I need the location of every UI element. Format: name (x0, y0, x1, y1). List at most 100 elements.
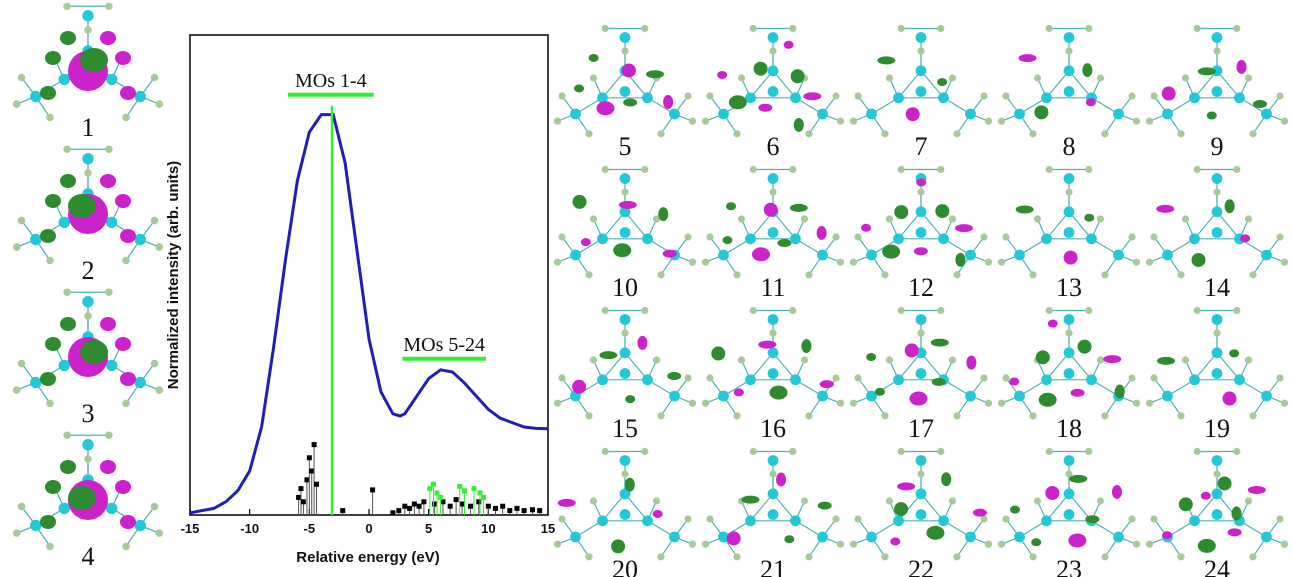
molecule (702, 25, 844, 138)
stem-marker (477, 491, 482, 496)
stem-marker (440, 499, 445, 504)
molecule (1146, 448, 1288, 561)
lobe (1010, 506, 1020, 514)
lobe (1179, 497, 1193, 511)
orbital-panel (850, 307, 992, 420)
orbital-label: 15 (612, 414, 638, 443)
stem-marker (438, 495, 443, 500)
lobe (60, 174, 76, 188)
orbital-lobes (573, 195, 677, 258)
lobe (60, 317, 76, 331)
lobe (572, 380, 586, 394)
lobe (1198, 67, 1216, 75)
lobe (1082, 63, 1092, 77)
orbital-panel (850, 25, 992, 138)
orbital-label: 1 (82, 113, 95, 142)
lobe (1112, 485, 1122, 499)
orbital-label: 12 (908, 273, 934, 302)
orbital-label: 20 (612, 555, 638, 577)
lobe (941, 472, 951, 486)
figure: 123456789101112131415161718192021222324 … (0, 0, 1293, 577)
lobe (894, 205, 908, 219)
lobe (60, 460, 76, 474)
molecule (554, 307, 696, 420)
stem-marker (462, 488, 467, 493)
x-tick-label: -5 (304, 521, 316, 536)
lobe (758, 341, 776, 349)
stem-marker (493, 506, 498, 511)
molecule (850, 25, 992, 138)
lobe (120, 372, 136, 386)
lobe (596, 101, 614, 115)
stem-marker (522, 508, 527, 513)
orbital-panel (13, 2, 163, 121)
x-tick-label: 5 (425, 521, 432, 536)
orbital-label: 9 (1211, 132, 1224, 161)
lobe (1201, 492, 1211, 500)
orbital-lobes (1019, 54, 1096, 119)
lobe (926, 526, 944, 540)
stem-marker (314, 482, 319, 487)
lobe (931, 339, 949, 347)
orbital-panel (13, 145, 163, 264)
lobe (1232, 507, 1242, 521)
lobe (909, 392, 927, 406)
x-tick-label: 0 (365, 521, 372, 536)
orbital-panel (1146, 25, 1288, 138)
lobe (1253, 100, 1267, 108)
lobe (1071, 389, 1085, 397)
stem-marker (476, 499, 481, 504)
stem-marker (301, 499, 306, 504)
lobe (717, 71, 727, 79)
lobe (752, 247, 770, 261)
lobe (1019, 54, 1037, 62)
lobe (1156, 205, 1174, 213)
lobe (1085, 515, 1099, 523)
stem-marker (530, 507, 535, 512)
lobe (711, 347, 725, 361)
y-axis-label: Normalized intensity (arb. units) (165, 161, 182, 389)
lobe (776, 472, 786, 486)
lobe (80, 340, 108, 364)
lobe (637, 336, 647, 350)
lobe (589, 54, 599, 62)
orbital-panel (998, 448, 1140, 561)
lobe (115, 337, 131, 351)
orbital-label: 5 (619, 132, 632, 161)
orbital-label: 13 (1056, 273, 1082, 302)
molecule (1146, 166, 1288, 279)
lobe (905, 343, 919, 357)
lobe (1218, 476, 1232, 490)
lobe (1198, 539, 1216, 553)
orbital-label: 2 (82, 256, 95, 285)
lobe (1016, 205, 1034, 213)
lobe (1222, 392, 1236, 406)
lobe (663, 250, 677, 258)
x-tick-label: -15 (181, 521, 200, 536)
lobe (790, 204, 808, 212)
orbital-panel (850, 166, 992, 279)
orbital-label: 10 (612, 273, 638, 302)
lobe (955, 224, 973, 232)
lobe (68, 486, 96, 510)
orbital-panel (998, 166, 1140, 279)
lobe (1192, 253, 1206, 267)
orbital-label: 19 (1204, 414, 1230, 443)
orbital-panel (702, 307, 844, 420)
lobe (1036, 350, 1050, 364)
lobe (764, 203, 778, 217)
lobe (622, 63, 636, 77)
lobe (1228, 528, 1242, 536)
lobe (935, 204, 949, 218)
stem-marker (370, 487, 375, 492)
lobe (623, 98, 637, 106)
orbital-panel (554, 25, 696, 138)
orbital-label: 18 (1056, 414, 1082, 443)
lobe (1039, 393, 1057, 407)
molecule (554, 166, 696, 279)
orbital-panel (554, 307, 696, 420)
orbital-lobes (727, 472, 832, 545)
orbital-panel (1146, 307, 1288, 420)
molecule (998, 25, 1140, 138)
stem-marker (500, 504, 505, 509)
